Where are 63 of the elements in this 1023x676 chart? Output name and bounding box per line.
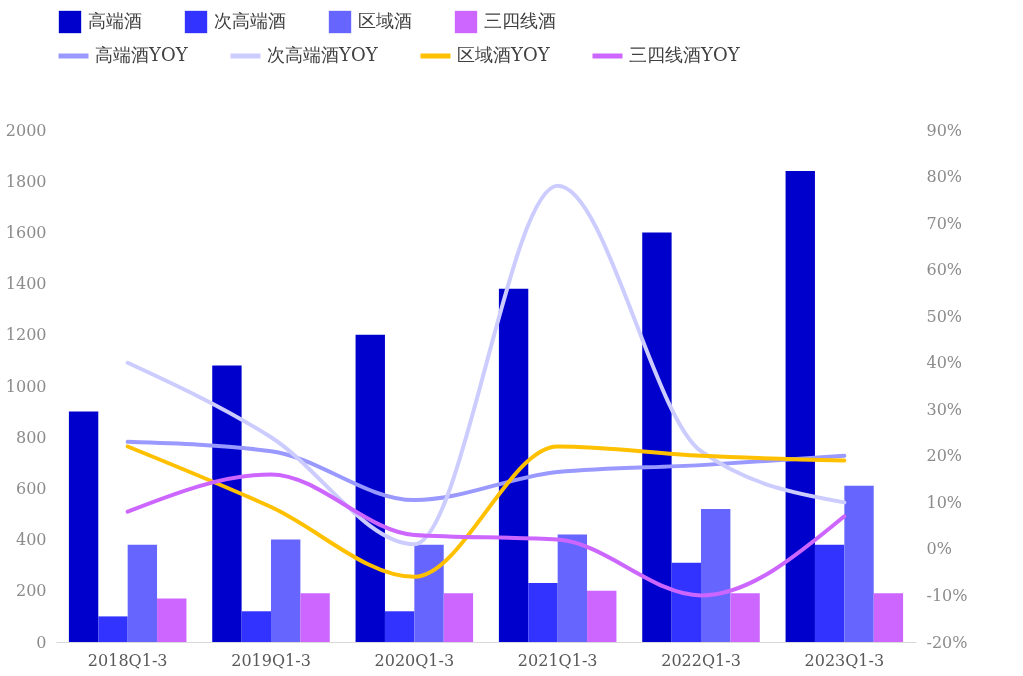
- legend-label: 区域酒YOY: [457, 44, 551, 65]
- bar: [443, 593, 474, 642]
- y2-tick-label: -10%: [926, 585, 968, 605]
- y2-tick-label: 70%: [926, 213, 963, 233]
- bar: [212, 365, 242, 642]
- bar: [701, 508, 731, 642]
- y2-tick-label: 0%: [926, 539, 952, 559]
- legend-label: 三四线酒: [484, 10, 556, 31]
- y2-tick-label: 30%: [926, 399, 963, 419]
- y2-tick-label: 90%: [926, 120, 963, 140]
- bar: [384, 611, 415, 642]
- y2-tick-label: 60%: [926, 260, 963, 280]
- legend-label: 次高端酒YOY: [267, 44, 379, 65]
- bar: [844, 485, 874, 642]
- x-tick-label: 2020Q1-3: [374, 650, 455, 670]
- bar: [671, 562, 701, 642]
- y-tick-label: 1200: [5, 325, 47, 345]
- x-tick-label: 2021Q1-3: [517, 650, 598, 670]
- legend-label: 次高端酒: [214, 10, 286, 31]
- x-tick-label: 2023Q1-3: [804, 650, 885, 670]
- bar: [68, 411, 99, 642]
- line-series: [125, 444, 847, 579]
- bar: [127, 544, 158, 642]
- bar: [241, 611, 271, 642]
- y-tick-label: 1800: [5, 171, 47, 191]
- y-tick-label: 2000: [5, 120, 47, 140]
- y-tick-label: 1000: [5, 376, 47, 396]
- bar: [271, 539, 301, 642]
- legend-label: 三四线酒YOY: [629, 44, 741, 65]
- y-tick-label: 400: [15, 530, 47, 550]
- bar: [355, 334, 385, 642]
- x-tick-label: 2022Q1-3: [661, 650, 741, 670]
- bar: [642, 232, 672, 642]
- bar: [528, 583, 558, 642]
- y2-tick-label: 40%: [926, 353, 963, 373]
- bar: [414, 544, 444, 642]
- bar: [157, 598, 187, 642]
- y-tick-label: 200: [15, 581, 47, 601]
- line-series: [125, 183, 847, 547]
- bar: [785, 170, 815, 642]
- y2-tick-label: -20%: [926, 632, 968, 652]
- legend-label: 区域酒: [358, 10, 412, 31]
- y2-tick-label: 50%: [926, 306, 963, 326]
- bar: [98, 616, 128, 642]
- x-tick-label: 2019Q1-3: [231, 650, 311, 670]
- line-series: [125, 439, 847, 503]
- y-tick-label: 0: [36, 632, 47, 652]
- bar: [300, 593, 330, 642]
- y-tick-label: 1600: [5, 222, 47, 242]
- bar: [498, 288, 529, 642]
- bar: [587, 590, 617, 642]
- y2-tick-label: 80%: [926, 167, 963, 187]
- bar: [557, 534, 588, 642]
- y-tick-label: 600: [15, 478, 47, 498]
- x-tick-label: 2018Q1-3: [87, 650, 168, 670]
- legend-label: 高端酒: [88, 10, 142, 31]
- y-tick-label: 1400: [5, 274, 47, 294]
- y2-tick-label: 20%: [926, 446, 963, 466]
- bar: [873, 593, 904, 642]
- legend-label: 高端酒YOY: [95, 44, 189, 65]
- y-tick-label: 800: [15, 427, 47, 447]
- y2-tick-label: 10%: [926, 492, 963, 512]
- bar: [814, 544, 845, 642]
